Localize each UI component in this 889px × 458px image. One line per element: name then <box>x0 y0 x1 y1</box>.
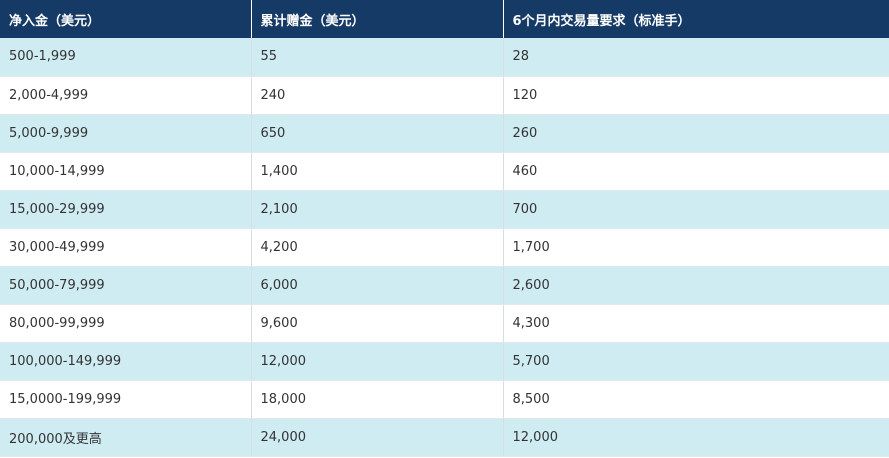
cell-volume-requirement: 12,000 <box>503 418 889 457</box>
cell-cumulative-bonus: 4,200 <box>251 228 504 267</box>
header-volume-requirement: 6个月内交易量要求（标准手） <box>503 0 889 38</box>
cell-net-deposit: 200,000及更高 <box>0 418 252 457</box>
table-row: 5,000-9,999 650 260 <box>0 114 889 153</box>
table-row: 200,000及更高 24,000 12,000 <box>0 418 889 457</box>
cell-net-deposit: 2,000-4,999 <box>0 76 252 115</box>
table-row: 15,0000-199,999 18,000 8,500 <box>0 380 889 419</box>
cell-net-deposit: 10,000-14,999 <box>0 152 252 191</box>
table-row: 100,000-149,999 12,000 5,700 <box>0 342 889 381</box>
cell-volume-requirement: 28 <box>503 38 889 77</box>
cell-net-deposit: 50,000-79,999 <box>0 266 252 305</box>
cell-cumulative-bonus: 12,000 <box>251 342 504 381</box>
table-row: 2,000-4,999 240 120 <box>0 76 889 115</box>
cell-net-deposit: 15,0000-199,999 <box>0 380 252 419</box>
cell-cumulative-bonus: 55 <box>251 38 504 77</box>
table-row: 30,000-49,999 4,200 1,700 <box>0 228 889 267</box>
header-cumulative-bonus: 累计赠金（美元） <box>251 0 504 38</box>
cell-cumulative-bonus: 2,100 <box>251 190 504 229</box>
cell-volume-requirement: 700 <box>503 190 889 229</box>
header-net-deposit: 净入金（美元） <box>0 0 252 38</box>
cell-volume-requirement: 2,600 <box>503 266 889 305</box>
cell-cumulative-bonus: 6,000 <box>251 266 504 305</box>
cell-net-deposit: 80,000-99,999 <box>0 304 252 343</box>
cell-cumulative-bonus: 240 <box>251 76 504 115</box>
cell-net-deposit: 5,000-9,999 <box>0 114 252 153</box>
cell-volume-requirement: 120 <box>503 76 889 115</box>
table-row: 15,000-29,999 2,100 700 <box>0 190 889 229</box>
table-row: 80,000-99,999 9,600 4,300 <box>0 304 889 343</box>
cell-net-deposit: 100,000-149,999 <box>0 342 252 381</box>
cell-volume-requirement: 5,700 <box>503 342 889 381</box>
cell-cumulative-bonus: 24,000 <box>251 418 504 457</box>
cell-cumulative-bonus: 18,000 <box>251 380 504 419</box>
cell-volume-requirement: 8,500 <box>503 380 889 419</box>
cell-cumulative-bonus: 650 <box>251 114 504 153</box>
table-row: 500-1,999 55 28 <box>0 38 889 77</box>
cell-net-deposit: 30,000-49,999 <box>0 228 252 267</box>
cell-net-deposit: 500-1,999 <box>0 38 252 77</box>
cell-volume-requirement: 260 <box>503 114 889 153</box>
table-header-row: 净入金（美元） 累计赠金（美元） 6个月内交易量要求（标准手） <box>0 0 889 38</box>
cell-volume-requirement: 1,700 <box>503 228 889 267</box>
table-row: 10,000-14,999 1,400 460 <box>0 152 889 191</box>
cell-net-deposit: 15,000-29,999 <box>0 190 252 229</box>
cell-volume-requirement: 460 <box>503 152 889 191</box>
cell-cumulative-bonus: 1,400 <box>251 152 504 191</box>
cell-volume-requirement: 4,300 <box>503 304 889 343</box>
cell-cumulative-bonus: 9,600 <box>251 304 504 343</box>
table-row: 50,000-79,999 6,000 2,600 <box>0 266 889 305</box>
